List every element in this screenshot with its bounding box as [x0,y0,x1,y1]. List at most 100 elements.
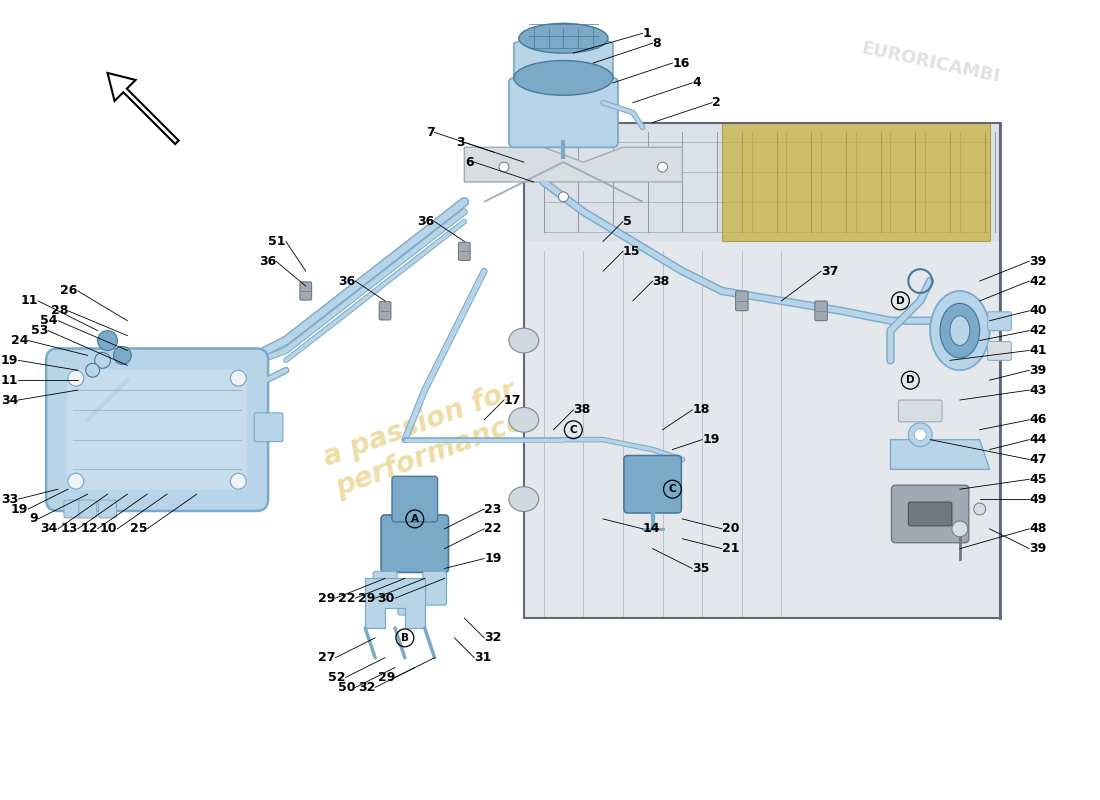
Text: 48: 48 [1030,522,1046,535]
Text: 23: 23 [484,502,502,515]
Text: 10: 10 [100,522,118,535]
Circle shape [113,346,131,364]
Text: EURORICAMBI: EURORICAMBI [859,39,1001,86]
FancyBboxPatch shape [381,515,449,573]
Ellipse shape [509,407,539,432]
Text: 19: 19 [11,502,29,515]
Text: 36: 36 [417,215,434,228]
Ellipse shape [519,23,608,53]
Text: 41: 41 [1030,344,1047,357]
Text: 44: 44 [1030,433,1047,446]
Circle shape [658,162,668,172]
Polygon shape [524,122,1000,618]
FancyBboxPatch shape [988,342,1011,360]
FancyBboxPatch shape [46,349,268,511]
FancyBboxPatch shape [373,571,397,605]
Text: 30: 30 [377,592,395,605]
Ellipse shape [509,486,539,511]
Text: B: B [400,633,409,643]
Text: A: A [410,514,419,524]
Text: 11: 11 [1,374,19,386]
Text: 22: 22 [484,522,502,535]
FancyBboxPatch shape [736,291,748,310]
Text: 12: 12 [80,522,98,535]
Polygon shape [891,440,990,470]
FancyBboxPatch shape [422,571,447,605]
Ellipse shape [940,303,980,358]
Text: 19: 19 [484,552,502,565]
FancyBboxPatch shape [909,502,952,526]
Text: C: C [570,425,578,434]
FancyBboxPatch shape [891,486,969,542]
Text: D: D [896,296,904,306]
Text: 43: 43 [1030,383,1046,397]
Text: 51: 51 [268,235,286,248]
FancyBboxPatch shape [624,455,681,513]
FancyBboxPatch shape [300,282,311,300]
Text: 42: 42 [1030,274,1047,287]
FancyBboxPatch shape [79,500,97,518]
Circle shape [499,162,509,172]
Text: 33: 33 [1,493,19,506]
Circle shape [230,370,246,386]
Text: 27: 27 [318,651,336,664]
Text: 54: 54 [41,314,58,327]
Text: 16: 16 [672,57,690,70]
FancyBboxPatch shape [379,302,390,320]
Text: 26: 26 [60,285,78,298]
Text: 53: 53 [31,324,48,337]
Text: 39: 39 [1030,364,1046,377]
FancyBboxPatch shape [67,370,248,490]
Text: 36: 36 [338,274,355,287]
FancyBboxPatch shape [254,413,283,442]
Ellipse shape [509,328,539,353]
Text: 13: 13 [60,522,78,535]
Text: 9: 9 [30,513,38,526]
Circle shape [952,521,968,537]
FancyBboxPatch shape [459,242,470,261]
Ellipse shape [931,291,990,370]
Text: 29: 29 [318,592,336,605]
Text: 45: 45 [1030,473,1047,486]
Text: 38: 38 [573,403,591,417]
Text: 3: 3 [455,136,464,149]
Circle shape [914,429,926,441]
Text: 19: 19 [1,354,19,367]
Text: 47: 47 [1030,453,1047,466]
Text: 39: 39 [1030,542,1046,555]
Text: 35: 35 [692,562,710,575]
Text: 34: 34 [41,522,58,535]
Circle shape [909,422,932,446]
Circle shape [98,330,118,350]
Text: 52: 52 [328,671,345,684]
Text: 25: 25 [130,522,147,535]
Circle shape [86,363,100,378]
Text: 21: 21 [722,542,739,555]
Text: 37: 37 [821,265,838,278]
Text: 2: 2 [712,96,720,109]
Text: 6: 6 [465,156,474,169]
Text: 32: 32 [358,681,375,694]
Text: 36: 36 [258,254,276,268]
Text: 14: 14 [642,522,660,535]
FancyBboxPatch shape [509,78,618,147]
Text: 29: 29 [358,592,375,605]
Text: 50: 50 [338,681,355,694]
Text: 15: 15 [623,245,640,258]
Circle shape [230,474,246,489]
Text: 18: 18 [692,403,710,417]
Text: 28: 28 [51,304,68,318]
Text: 31: 31 [474,651,492,664]
FancyBboxPatch shape [899,400,942,422]
Text: 7: 7 [426,126,434,139]
Text: 42: 42 [1030,324,1047,337]
Polygon shape [365,578,425,628]
Text: 17: 17 [504,394,521,406]
FancyBboxPatch shape [524,122,1000,242]
Text: 11: 11 [21,294,38,307]
Text: 24: 24 [11,334,29,347]
Text: 32: 32 [484,631,502,644]
Text: 19: 19 [702,433,719,446]
Polygon shape [464,147,682,182]
FancyBboxPatch shape [99,500,117,518]
